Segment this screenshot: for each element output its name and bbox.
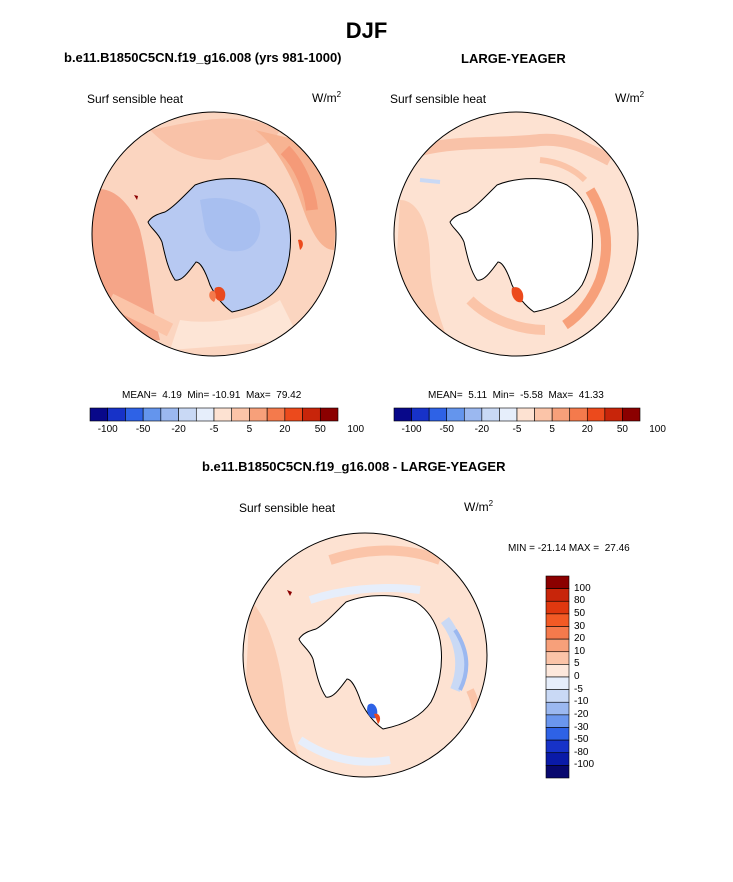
- colorbar-swatch: [545, 714, 570, 728]
- colorbar-swatch: [481, 407, 500, 422]
- colorbar-tick-label: -100: [97, 424, 118, 435]
- colorbar-tick-label: 50: [314, 424, 326, 435]
- right-stats: MEAN= 5.11 Min= -5.58 Max= 41.33: [428, 390, 604, 401]
- colorbar-swatch: [545, 664, 570, 678]
- colorbar-swatch: [545, 676, 570, 690]
- right-map: [394, 112, 638, 356]
- colorbar-tick-label: -20: [171, 424, 186, 435]
- colorbar-swatch: [545, 701, 570, 716]
- colorbar-tick-label: 5: [246, 424, 253, 435]
- colorbar-swatch: [428, 407, 448, 422]
- colorbar-tick-label: 100: [574, 582, 591, 594]
- colorbar-tick-label: 20: [279, 424, 291, 435]
- colorbar-tick-label: -5: [512, 424, 522, 435]
- colorbar-tick-label: -50: [574, 734, 589, 746]
- difference-panel-title: b.e11.B1850C5CN.f19_g16.008 - LARGE-YEAG…: [202, 459, 506, 474]
- colorbar-tick-label: -100: [574, 759, 595, 771]
- colorbar-swatch: [125, 407, 144, 422]
- colorbar-swatch: [545, 689, 570, 703]
- colorbar-tick-label: 30: [574, 620, 586, 632]
- right-variable-label: Surf sensible heat: [390, 92, 487, 106]
- colorbar-swatch: [160, 407, 179, 422]
- colorbar-swatch: [319, 407, 339, 422]
- difference-minmax: MIN = -21.14 MAX = 27.46: [508, 543, 630, 554]
- colorbar-swatch: [545, 588, 570, 602]
- colorbar-tick-label: -100: [401, 424, 422, 435]
- difference-colorbar: [545, 575, 570, 779]
- right-colorbar: [393, 407, 641, 422]
- colorbar-swatch: [499, 407, 518, 422]
- colorbar-swatch: [231, 407, 250, 422]
- colorbar-tick-label: -10: [574, 696, 589, 708]
- colorbar-swatch: [249, 407, 268, 422]
- colorbar-swatch: [213, 407, 233, 422]
- colorbar-swatch: [545, 727, 570, 741]
- colorbar-tick-label: -80: [574, 746, 589, 758]
- left-units: W/m2: [312, 90, 342, 105]
- colorbar-swatch: [551, 407, 571, 422]
- colorbar-tick-label: -5: [574, 683, 583, 695]
- colorbar-swatch: [516, 407, 535, 422]
- colorbar-swatch: [534, 407, 553, 422]
- main-title: DJF: [345, 18, 388, 43]
- colorbar-swatch: [545, 765, 570, 779]
- right-panel-title: LARGE-YEAGER: [461, 51, 566, 66]
- colorbar-tick-label: 100: [347, 424, 365, 435]
- colorbar-tick-label: -50: [439, 424, 454, 435]
- colorbar-swatch: [411, 407, 430, 422]
- colorbar-swatch: [393, 407, 412, 422]
- colorbar-swatch: [545, 600, 570, 615]
- colorbar-tick-label: 10: [574, 645, 586, 657]
- colorbar-swatch: [545, 651, 570, 665]
- colorbar-swatch: [142, 407, 162, 422]
- left-colorbar: [89, 407, 339, 422]
- colorbar-tick-label: 20: [581, 424, 593, 435]
- colorbar-swatch: [302, 407, 321, 422]
- colorbar-tick-label: -20: [474, 424, 490, 435]
- colorbar-swatch: [586, 407, 606, 422]
- colorbar-swatch: [604, 407, 623, 422]
- colorbar-swatch: [284, 407, 303, 422]
- colorbar-tick-label: 5: [574, 658, 580, 670]
- difference-units: W/m2: [464, 499, 494, 514]
- colorbar-tick-label: 5: [549, 424, 555, 435]
- colorbar-swatch: [266, 407, 286, 422]
- colorbar-tick-label: -5: [209, 424, 219, 435]
- colorbar-tick-label: 50: [574, 607, 586, 619]
- colorbar-swatch: [569, 407, 588, 422]
- left-panel-title: b.e11.B1850C5CN.f19_g16.008 (yrs 981-100…: [64, 50, 342, 65]
- colorbar-tick-label: 0: [574, 671, 580, 682]
- colorbar-tick-label: 50: [616, 424, 628, 435]
- colorbar-swatch: [195, 407, 215, 422]
- colorbar-swatch: [545, 739, 570, 754]
- colorbar-swatch: [545, 752, 570, 766]
- left-variable-label: Surf sensible heat: [87, 92, 184, 106]
- colorbar-tick-label: -50: [135, 424, 151, 435]
- colorbar-tick-label: 100: [649, 424, 666, 435]
- colorbar-tick-label: 80: [574, 595, 586, 607]
- colorbar-tick-label: 20: [574, 633, 586, 645]
- colorbar-swatch: [545, 575, 570, 589]
- colorbar-swatch: [545, 638, 570, 653]
- colorbar-tick-label: -30: [574, 721, 589, 733]
- colorbar-swatch: [178, 407, 197, 422]
- colorbar-swatch: [89, 407, 109, 422]
- left-stats: MEAN= 4.19 Min= -10.91 Max= 79.42: [122, 390, 302, 401]
- colorbar-tick-label: -20: [574, 708, 589, 720]
- difference-variable-label: Surf sensible heat: [239, 501, 336, 515]
- colorbar-swatch: [446, 407, 465, 422]
- colorbar-swatch: [622, 407, 641, 422]
- colorbar-swatch: [545, 613, 570, 627]
- colorbar-swatch: [463, 407, 483, 422]
- colorbar-swatch: [107, 407, 126, 422]
- colorbar-swatch: [545, 626, 570, 640]
- right-units: W/m2: [615, 90, 645, 105]
